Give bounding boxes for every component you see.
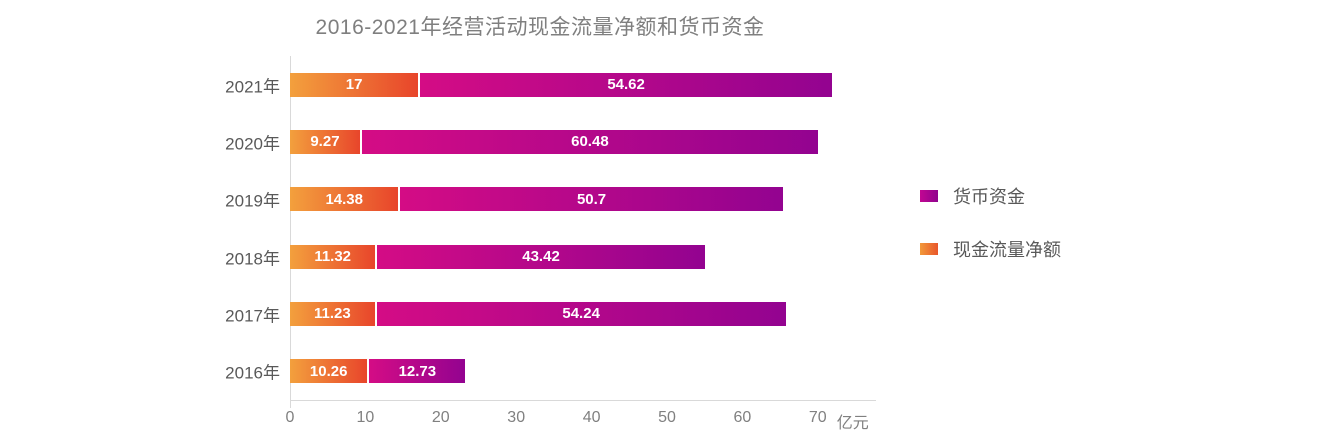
category-label: 2017年 — [225, 306, 280, 326]
bar-row: 2020年 9.27 60.48 — [225, 113, 875, 170]
legend-item: 货币资金 — [920, 184, 1061, 208]
x-axis-zero-tick — [290, 401, 291, 408]
bar-value-label: 11.32 — [314, 248, 352, 266]
bar-value-label: 11.23 — [313, 305, 351, 323]
x-tick-label: 20 — [431, 409, 450, 426]
legend: 货币资金现金流量净额 — [920, 184, 1061, 290]
legend-swatch-monetary-funds — [920, 190, 938, 202]
bar-segment-cash-flow-net: 17 — [290, 72, 419, 97]
stacked-bar: 14.38 50.7 — [290, 187, 783, 212]
y-axis-line — [290, 56, 291, 401]
legend-item: 现金流量净额 — [920, 237, 1061, 261]
bar-row: 2019年 14.38 50.7 — [225, 171, 875, 228]
x-tick-label: 70 — [808, 409, 827, 426]
x-axis-line — [290, 400, 876, 401]
bar-value-label: 14.38 — [325, 190, 363, 208]
bar-value-label: 9.27 — [310, 133, 340, 151]
category-label: 2016年 — [225, 363, 280, 383]
bar-value-label: 17 — [345, 76, 363, 94]
legend-swatch-cash-flow-net — [920, 243, 938, 255]
plot-area: 2021年 17 54.62 2020年 9.27 60.48 2019年 14.38 50.7… — [225, 56, 876, 432]
bar-segment-monetary-funds: 50.7 — [400, 187, 783, 212]
stacked-bar: 9.27 60.48 — [290, 129, 818, 154]
x-tick-label: 50 — [658, 409, 676, 426]
bar-segment-cash-flow-net: 10.26 — [290, 359, 368, 384]
category-label: 2019年 — [225, 191, 280, 211]
legend-label: 货币资金 — [953, 187, 1025, 207]
bar-segment-cash-flow-net: 9.27 — [290, 129, 360, 154]
x-tick-label: 10 — [356, 409, 375, 426]
legend-label: 现金流量净额 — [953, 240, 1061, 260]
category-label: 2020年 — [225, 134, 280, 154]
bar-segment-monetary-funds: 43.42 — [377, 244, 705, 269]
bar-value-label: 43.42 — [522, 248, 560, 266]
x-tick-label: 0 — [285, 409, 295, 426]
category-label: 2018年 — [225, 249, 280, 269]
stacked-bar: 11.32 43.42 — [290, 244, 705, 269]
stacked-bar: 17 54.62 — [290, 72, 832, 97]
bar-row: 2017年 11.23 54.24 — [225, 285, 875, 342]
bar-value-label: 60.48 — [571, 133, 609, 151]
bar-segment-monetary-funds: 54.62 — [420, 72, 832, 97]
bar-segment-monetary-funds: 54.24 — [376, 301, 786, 326]
bar-value-label: 54.62 — [607, 76, 645, 94]
chart-title: 2016-2021年经营活动现金流量净额和货币资金 — [315, 16, 765, 39]
bar-row: 2018年 11.32 43.42 — [225, 228, 875, 285]
bar-value-label: 50.7 — [576, 190, 607, 208]
bar-segment-cash-flow-net: 11.23 — [290, 301, 375, 326]
bar-segment-cash-flow-net: 14.38 — [290, 187, 399, 212]
stacked-bar: 10.26 12.73 — [290, 359, 466, 384]
bar-row: 2021年 17 54.62 — [225, 56, 875, 113]
bar-segment-cash-flow-net: 11.32 — [290, 244, 376, 269]
bar-value-label: 10.26 — [309, 362, 348, 380]
x-tick-label: 40 — [582, 409, 601, 426]
bar-segment-monetary-funds: 60.48 — [361, 129, 818, 154]
bar-segment-monetary-funds: 12.73 — [369, 359, 466, 384]
stacked-bar: 11.23 54.24 — [290, 301, 786, 326]
bar-value-label: 54.24 — [562, 305, 600, 323]
bar-value-label: 12.73 — [398, 362, 437, 380]
x-tick-label: 30 — [507, 409, 526, 426]
bar-row: 2016年 10.26 12.73 — [225, 343, 875, 400]
category-label: 2021年 — [225, 77, 280, 97]
x-tick-label: 60 — [733, 409, 752, 426]
x-axis-unit-label: 亿元 — [836, 415, 869, 432]
